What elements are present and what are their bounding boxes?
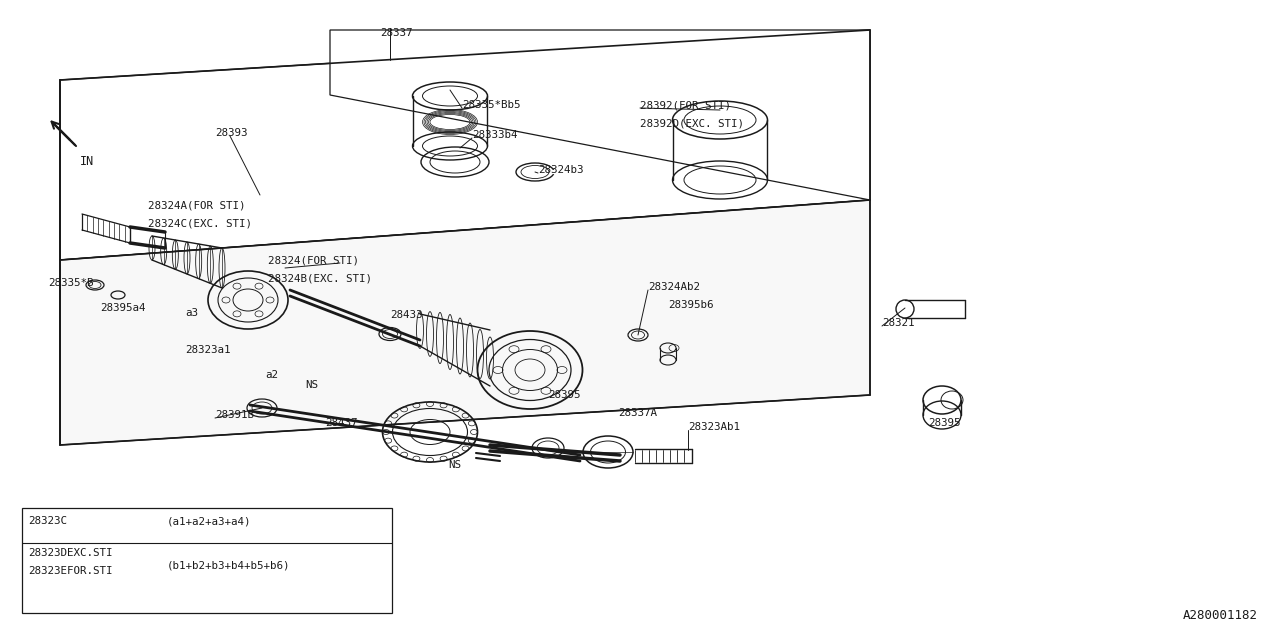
Text: 28437: 28437: [325, 418, 357, 428]
Text: 28333b4: 28333b4: [472, 130, 517, 140]
Bar: [22, 508, 392, 613]
Text: 28337: 28337: [380, 28, 412, 38]
Text: A280001182: A280001182: [1183, 609, 1258, 622]
Polygon shape: [60, 200, 870, 445]
Text: 28324b3: 28324b3: [538, 165, 584, 175]
Polygon shape: [330, 30, 870, 200]
Text: 28323DEXC.STI: 28323DEXC.STI: [28, 548, 113, 558]
Text: 28323Ab1: 28323Ab1: [689, 422, 740, 432]
Text: 28335*B: 28335*B: [49, 278, 93, 288]
Text: a2: a2: [265, 370, 278, 380]
Text: NS: NS: [305, 380, 317, 390]
Text: (a1+a2+a3+a4): (a1+a2+a3+a4): [166, 516, 251, 526]
Text: 28321: 28321: [882, 318, 914, 328]
Text: 28391B: 28391B: [215, 410, 253, 420]
Text: (b1+b2+b3+b4+b5+b6): (b1+b2+b3+b4+b5+b6): [166, 560, 291, 570]
Polygon shape: [60, 30, 870, 260]
Text: 28323C: 28323C: [28, 516, 67, 526]
Text: 28337A: 28337A: [618, 408, 657, 418]
Text: 28395: 28395: [928, 418, 960, 428]
Text: 28324Ab2: 28324Ab2: [648, 282, 700, 292]
Text: 28323a1: 28323a1: [186, 345, 230, 355]
Text: 28395: 28395: [548, 390, 581, 400]
Text: 28395b6: 28395b6: [668, 300, 713, 310]
Text: a3: a3: [186, 308, 198, 318]
Text: 28392D(EXC. STI): 28392D(EXC. STI): [640, 118, 744, 128]
Text: 28393: 28393: [215, 128, 247, 138]
Text: 28392(FOR STI): 28392(FOR STI): [640, 100, 731, 110]
Text: 28324C(EXC. STI): 28324C(EXC. STI): [148, 218, 252, 228]
Text: 28335*Bb5: 28335*Bb5: [462, 100, 521, 110]
Text: 28433: 28433: [390, 310, 422, 320]
Text: IN: IN: [79, 155, 95, 168]
Text: 28324A(FOR STI): 28324A(FOR STI): [148, 200, 246, 210]
Text: 28324B(EXC. STI): 28324B(EXC. STI): [268, 273, 372, 283]
Text: 28323EFOR.STI: 28323EFOR.STI: [28, 566, 113, 576]
Text: 28324(FOR STI): 28324(FOR STI): [268, 255, 358, 265]
Text: 28395a4: 28395a4: [100, 303, 146, 313]
Text: NS: NS: [448, 460, 461, 470]
